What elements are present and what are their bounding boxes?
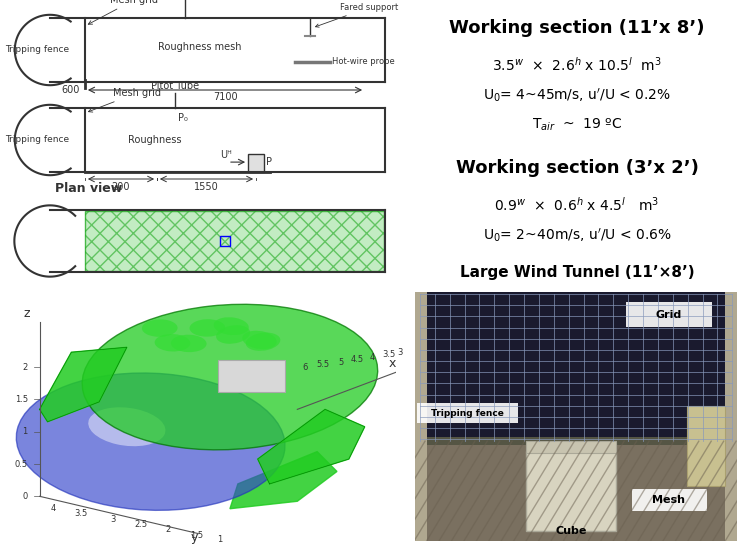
Text: 7100: 7100 xyxy=(213,92,237,102)
Text: 3.5$^w$  $\times$  2.6$^h$ x 10.5$^l$  m$^3$: 3.5$^w$ $\times$ 2.6$^h$ x 10.5$^l$ m$^3… xyxy=(492,56,662,74)
Text: Cube: Cube xyxy=(556,526,587,536)
Text: 1.5: 1.5 xyxy=(15,395,27,404)
Polygon shape xyxy=(40,347,127,422)
Text: x: x xyxy=(388,357,396,370)
Bar xyxy=(725,292,737,541)
Text: 1550: 1550 xyxy=(194,182,219,192)
Bar xyxy=(526,441,617,453)
Ellipse shape xyxy=(213,317,249,335)
Text: 6: 6 xyxy=(302,363,308,372)
Text: U$_0$= 4~45m/s, u$'$/U < 0.2%: U$_0$= 4~45m/s, u$'$/U < 0.2% xyxy=(483,86,671,104)
Bar xyxy=(415,441,737,541)
Text: Tripping fence: Tripping fence xyxy=(5,45,69,55)
Bar xyxy=(415,292,427,541)
Text: 2: 2 xyxy=(22,363,27,372)
Text: 4.5: 4.5 xyxy=(350,355,363,364)
Text: 1.5: 1.5 xyxy=(190,531,203,539)
Bar xyxy=(248,154,264,172)
Bar xyxy=(626,302,712,327)
Polygon shape xyxy=(230,452,337,509)
Text: 3: 3 xyxy=(110,515,116,524)
Text: Pitot Tube: Pitot Tube xyxy=(151,81,199,91)
Text: Mesh grid: Mesh grid xyxy=(88,0,158,24)
Text: 3: 3 xyxy=(398,348,403,357)
Ellipse shape xyxy=(155,334,190,352)
Text: 200: 200 xyxy=(112,182,130,192)
Text: 4: 4 xyxy=(51,504,56,513)
Bar xyxy=(631,489,707,511)
Text: T$_{air}$  ~  19 ºC: T$_{air}$ ~ 19 ºC xyxy=(532,117,622,133)
Text: Plan view: Plan view xyxy=(55,182,122,195)
Text: Grid: Grid xyxy=(656,310,682,320)
Ellipse shape xyxy=(216,325,250,344)
Ellipse shape xyxy=(88,407,165,446)
Text: Working section (11’x 8’): Working section (11’x 8’) xyxy=(449,19,705,37)
Text: 3.5: 3.5 xyxy=(382,350,395,359)
Text: U$_0$= 2~40m/s, u$'$/U < 0.6%: U$_0$= 2~40m/s, u$'$/U < 0.6% xyxy=(482,226,671,244)
Text: Tripping fence: Tripping fence xyxy=(431,409,504,418)
Bar xyxy=(687,406,725,486)
Ellipse shape xyxy=(171,335,207,352)
Text: y: y xyxy=(190,531,198,544)
Text: 5.5: 5.5 xyxy=(316,360,330,369)
Text: P: P xyxy=(266,157,272,167)
Bar xyxy=(415,437,737,445)
Ellipse shape xyxy=(16,373,285,511)
Bar xyxy=(220,236,230,246)
Bar xyxy=(415,292,737,441)
Text: 0: 0 xyxy=(22,492,27,501)
Text: 1: 1 xyxy=(22,427,27,436)
Text: Large Wind Tunnel (11’×8’): Large Wind Tunnel (11’×8’) xyxy=(459,264,694,280)
Text: 4: 4 xyxy=(370,353,375,361)
Text: 3.5: 3.5 xyxy=(75,509,88,518)
Ellipse shape xyxy=(142,319,178,337)
Text: Mesh: Mesh xyxy=(652,495,685,505)
Text: Fared support: Fared support xyxy=(316,3,398,27)
Text: Hot-wire probe: Hot-wire probe xyxy=(332,57,395,67)
Text: 600: 600 xyxy=(62,85,80,95)
Ellipse shape xyxy=(242,331,276,349)
Polygon shape xyxy=(258,410,365,484)
Ellipse shape xyxy=(82,304,378,450)
Text: 5: 5 xyxy=(339,358,344,366)
Text: Working section (3’x 2’): Working section (3’x 2’) xyxy=(456,159,699,177)
Text: 0.9$^w$  $\times$  0.6$^h$ x 4.5$^l$   m$^3$: 0.9$^w$ $\times$ 0.6$^h$ x 4.5$^l$ m$^3$ xyxy=(494,196,659,214)
Ellipse shape xyxy=(190,319,225,337)
Ellipse shape xyxy=(246,333,280,351)
Text: P₀: P₀ xyxy=(178,113,188,123)
Polygon shape xyxy=(218,360,285,392)
Bar xyxy=(526,451,617,531)
Text: Tripping fence: Tripping fence xyxy=(5,135,69,145)
Text: Uᴴ: Uᴴ xyxy=(220,150,232,160)
Text: 2.5: 2.5 xyxy=(134,520,147,529)
Text: Roughness: Roughness xyxy=(128,135,182,145)
Text: 1: 1 xyxy=(217,535,222,544)
Text: 0.5: 0.5 xyxy=(15,460,27,468)
Text: Roughness mesh: Roughness mesh xyxy=(159,42,242,52)
Bar xyxy=(417,403,518,423)
Text: z: z xyxy=(24,307,30,321)
Bar xyxy=(85,211,384,271)
Bar xyxy=(85,211,384,271)
Text: 2: 2 xyxy=(166,525,171,535)
Text: Mesh grid: Mesh grid xyxy=(88,88,161,112)
